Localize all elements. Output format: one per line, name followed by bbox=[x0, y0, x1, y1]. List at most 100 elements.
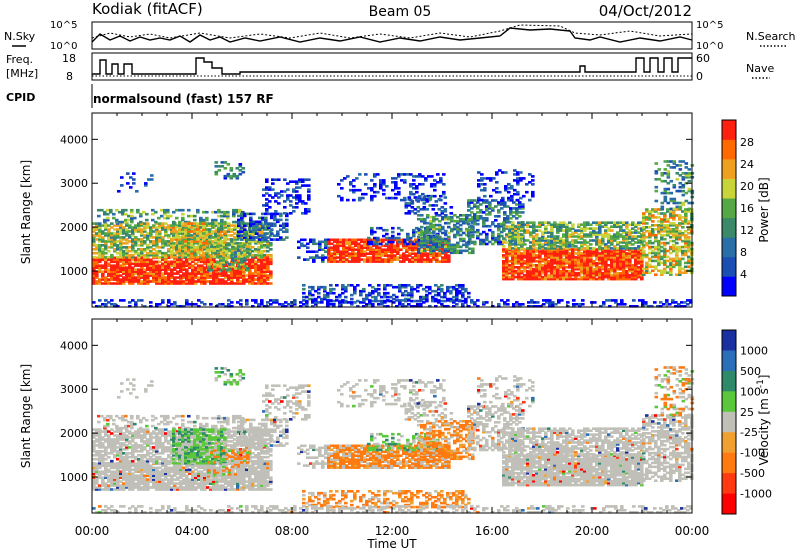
power-cell bbox=[122, 258, 126, 262]
power-cell bbox=[506, 205, 510, 208]
power-cell bbox=[616, 250, 620, 253]
power-cell bbox=[182, 282, 186, 285]
power-cell bbox=[399, 260, 403, 263]
power-cell bbox=[532, 277, 536, 281]
power-cell bbox=[101, 255, 105, 259]
power-cell bbox=[101, 224, 105, 227]
power-cell bbox=[417, 258, 421, 261]
power-cell bbox=[223, 242, 227, 245]
power-cell bbox=[408, 246, 412, 249]
power-cell bbox=[495, 173, 499, 176]
power-cell bbox=[264, 232, 268, 235]
power-cell bbox=[345, 258, 349, 261]
power-cell bbox=[137, 222, 141, 225]
power-cell bbox=[286, 182, 290, 185]
power-cell bbox=[243, 249, 247, 252]
power-cell bbox=[264, 212, 268, 216]
power-cell bbox=[336, 260, 340, 263]
power-cell bbox=[233, 270, 237, 273]
power-cell bbox=[188, 278, 192, 281]
power-cell bbox=[502, 250, 506, 253]
power-cell bbox=[616, 264, 620, 267]
power-cell bbox=[317, 287, 321, 291]
power-cell bbox=[523, 260, 527, 263]
power-cell bbox=[106, 218, 110, 222]
power-cell bbox=[634, 269, 638, 273]
power-cell bbox=[592, 247, 596, 250]
power-cell bbox=[374, 295, 378, 299]
power-cell bbox=[197, 270, 201, 273]
power-cell bbox=[128, 268, 132, 271]
power-cell bbox=[248, 251, 252, 255]
power-cell bbox=[215, 224, 219, 227]
power-cell bbox=[429, 237, 433, 241]
power-cell bbox=[438, 243, 442, 247]
power-cell bbox=[315, 254, 319, 257]
power-cell bbox=[216, 249, 220, 252]
power-cell bbox=[225, 261, 229, 264]
power-cell bbox=[423, 243, 427, 247]
power-cell bbox=[143, 282, 147, 285]
power-cell bbox=[193, 242, 197, 245]
power-cell bbox=[161, 274, 165, 277]
power-cell bbox=[392, 285, 396, 289]
cpid-label: CPID bbox=[6, 91, 35, 104]
power-cell bbox=[514, 260, 518, 263]
power-cell bbox=[110, 253, 114, 257]
power-cell bbox=[170, 228, 174, 231]
power-cell bbox=[562, 264, 566, 267]
power-cell bbox=[239, 272, 243, 275]
power-cell bbox=[450, 251, 454, 255]
power-cell bbox=[435, 239, 439, 243]
power-cell bbox=[318, 246, 322, 249]
power-cell bbox=[160, 214, 164, 218]
power-cell bbox=[453, 223, 457, 227]
power-cell bbox=[502, 273, 506, 277]
power-cell bbox=[538, 264, 542, 267]
power-cell bbox=[410, 287, 414, 291]
power-cell bbox=[372, 254, 376, 257]
power-cell bbox=[143, 260, 147, 264]
power-cell bbox=[400, 228, 404, 232]
power-cell bbox=[432, 243, 436, 247]
power-cell bbox=[188, 274, 192, 277]
power-cell bbox=[98, 258, 102, 262]
power-cell bbox=[622, 277, 626, 281]
power-cell bbox=[304, 202, 308, 205]
power-cell bbox=[553, 256, 557, 259]
power-cell bbox=[260, 280, 264, 283]
power-cell bbox=[432, 217, 436, 221]
power-cell bbox=[92, 280, 96, 283]
power-cell bbox=[352, 179, 356, 182]
power-cell bbox=[544, 262, 548, 265]
power-cell bbox=[116, 278, 120, 281]
power-cell bbox=[116, 272, 120, 275]
power-cell bbox=[407, 202, 412, 205]
freq-label-1: Freq. bbox=[6, 53, 33, 66]
power-cell bbox=[173, 258, 177, 262]
power-cell bbox=[143, 274, 147, 277]
power-cell bbox=[249, 212, 253, 216]
power-cell bbox=[416, 196, 421, 199]
power-cell bbox=[580, 264, 584, 267]
power-cell bbox=[326, 291, 330, 295]
power-cell bbox=[131, 228, 135, 231]
power-cell bbox=[223, 238, 227, 241]
power-cell bbox=[261, 212, 265, 216]
power-cell bbox=[266, 246, 270, 249]
power-cell bbox=[362, 297, 366, 301]
power-cell bbox=[178, 238, 182, 241]
power-cell bbox=[101, 244, 105, 247]
power-cell bbox=[473, 215, 477, 218]
power-cell bbox=[401, 285, 405, 289]
power-cell bbox=[149, 251, 153, 255]
power-cell bbox=[381, 244, 385, 248]
power-cell bbox=[237, 214, 241, 218]
power-cell bbox=[260, 240, 264, 243]
power-cell bbox=[418, 183, 422, 186]
power-cell bbox=[520, 252, 524, 255]
power-cell bbox=[450, 227, 454, 231]
power-cell bbox=[428, 291, 432, 295]
power-cell bbox=[95, 244, 99, 247]
power-cell bbox=[571, 266, 575, 269]
